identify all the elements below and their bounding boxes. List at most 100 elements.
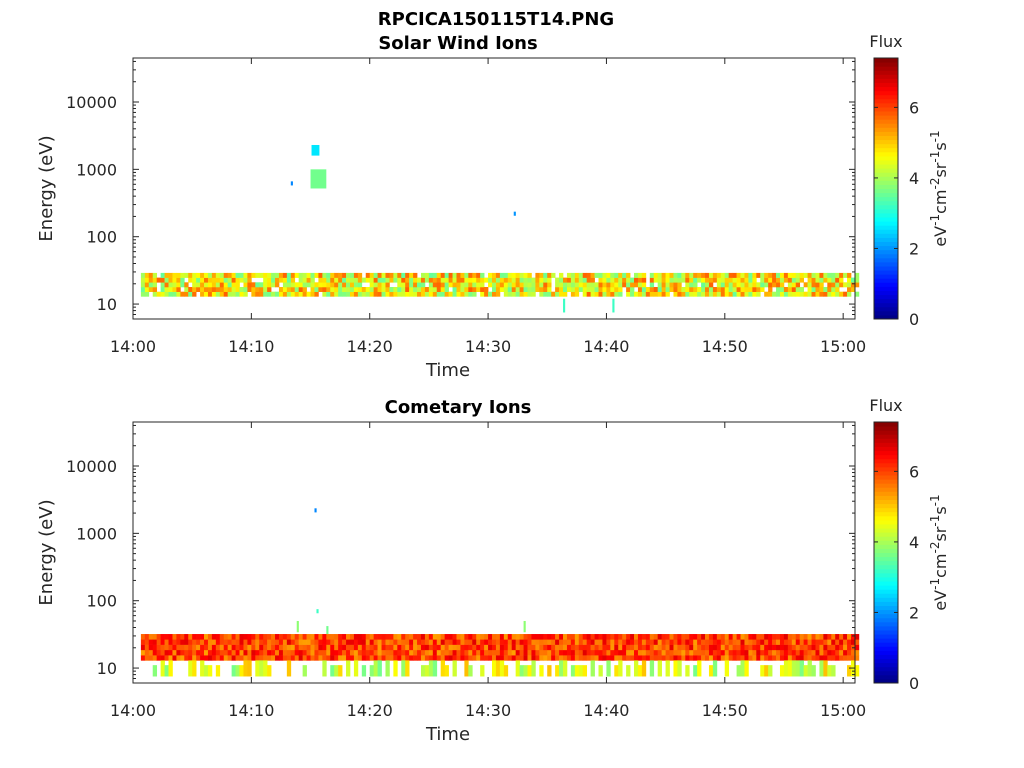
heatmap-cell [326, 655, 331, 661]
heatmap-cell [397, 639, 402, 645]
heatmap-cell [606, 649, 611, 656]
heatmap-cell [602, 649, 607, 656]
heatmap-cell [626, 291, 631, 297]
heatmap-cell [401, 655, 406, 661]
heatmap-cell [401, 649, 406, 656]
heatmap-cell [140, 277, 146, 283]
heatmap-cell [460, 639, 465, 645]
heatmap-cell [543, 272, 548, 278]
heatmap-cell [385, 272, 390, 278]
heatmap-cell [239, 634, 244, 640]
heatmap-cell [381, 291, 386, 297]
heatmap-cell [507, 291, 513, 297]
colorbar-segment [874, 475, 898, 480]
heatmap-cell [440, 272, 445, 278]
heatmap-feature [326, 626, 329, 635]
colorbar-segment [874, 290, 898, 296]
colorbar-segment [874, 479, 898, 484]
heatmap-cell [417, 655, 422, 661]
heatmap-cell [681, 649, 686, 656]
heatmap-cell [286, 649, 292, 656]
heatmap-cell [168, 287, 173, 292]
heatmap-cell [531, 644, 536, 651]
heatmap-cell [357, 287, 363, 292]
heatmap-cell [685, 644, 690, 651]
heatmap-cell [420, 277, 426, 283]
colorbar-segment [874, 434, 898, 439]
heatmap-cell [480, 655, 485, 661]
heatmap-cell [346, 649, 351, 656]
heatmap-cell [397, 272, 402, 278]
heatmap-cell [267, 277, 272, 283]
heatmap-cell [720, 644, 726, 651]
heatmap-cell [188, 277, 193, 283]
heatmap-cell [259, 291, 264, 297]
heatmap-cell [393, 649, 398, 656]
heatmap-cell [263, 644, 268, 651]
heatmap-cell [322, 649, 327, 656]
heatmap-cell [334, 634, 339, 640]
colorbar-segment [874, 629, 898, 635]
heatmap-cell [799, 660, 804, 677]
heatmap-cell [843, 639, 848, 645]
heatmap-cell [850, 282, 856, 288]
heatmap-cell [850, 287, 856, 292]
heatmap-cell [440, 287, 445, 292]
heatmap-cell [523, 655, 528, 661]
heatmap-cell [389, 634, 394, 640]
heatmap-cell [318, 272, 323, 278]
heatmap-cell [835, 282, 840, 288]
heatmap-cell [724, 272, 730, 278]
heatmap-cell [708, 287, 714, 292]
heatmap-cell [330, 649, 335, 656]
heatmap-cell [275, 644, 280, 651]
heatmap-cell [732, 277, 737, 283]
heatmap-cell [472, 644, 477, 651]
heatmap-cell [701, 291, 706, 297]
heatmap-cell [831, 665, 836, 677]
heatmap-cell [740, 655, 745, 661]
heatmap-cell [649, 277, 655, 283]
heatmap-cell [574, 639, 580, 645]
heatmap-cell [850, 634, 856, 640]
heatmap-cell [428, 634, 434, 640]
heatmap-cell [495, 291, 501, 297]
heatmap-cell [377, 644, 382, 651]
heatmap-cell [452, 639, 457, 645]
heatmap-cell [795, 660, 801, 677]
heatmap-cell [160, 644, 165, 651]
heatmap-cell [286, 282, 292, 288]
heatmap-cell [192, 655, 197, 661]
heatmap-cell [294, 655, 300, 661]
heatmap-cell [188, 272, 193, 278]
heatmap-cell [168, 655, 173, 661]
heatmap-cell [440, 277, 445, 283]
heatmap-cell [460, 655, 465, 661]
heatmap-cell [594, 291, 599, 297]
heatmap-cell [744, 655, 749, 661]
heatmap-cell [523, 287, 528, 292]
heatmap-cell [748, 277, 753, 283]
heatmap-cell [413, 282, 418, 288]
heatmap-cell [290, 287, 296, 292]
heatmap-cell [547, 287, 552, 292]
heatmap-cell [140, 287, 146, 292]
heatmap-cell [452, 291, 457, 297]
heatmap-cell [728, 282, 733, 288]
heatmap-cell [578, 649, 584, 656]
colorbar-segment [874, 127, 898, 132]
heatmap-cell [689, 287, 694, 292]
heatmap-cell [708, 649, 714, 656]
heatmap-cell [369, 655, 374, 661]
heatmap-cell [566, 277, 572, 283]
heatmap-cell [665, 644, 670, 651]
heatmap-cell [275, 272, 280, 278]
heatmap-cell [740, 272, 745, 278]
heatmap-cell [732, 634, 737, 640]
heatmap-cell [271, 655, 276, 661]
heatmap-cell [582, 644, 588, 651]
heatmap-cell [744, 660, 749, 677]
heatmap-cell [839, 272, 844, 278]
heatmap-cell [799, 634, 804, 640]
heatmap-cell [503, 655, 509, 661]
